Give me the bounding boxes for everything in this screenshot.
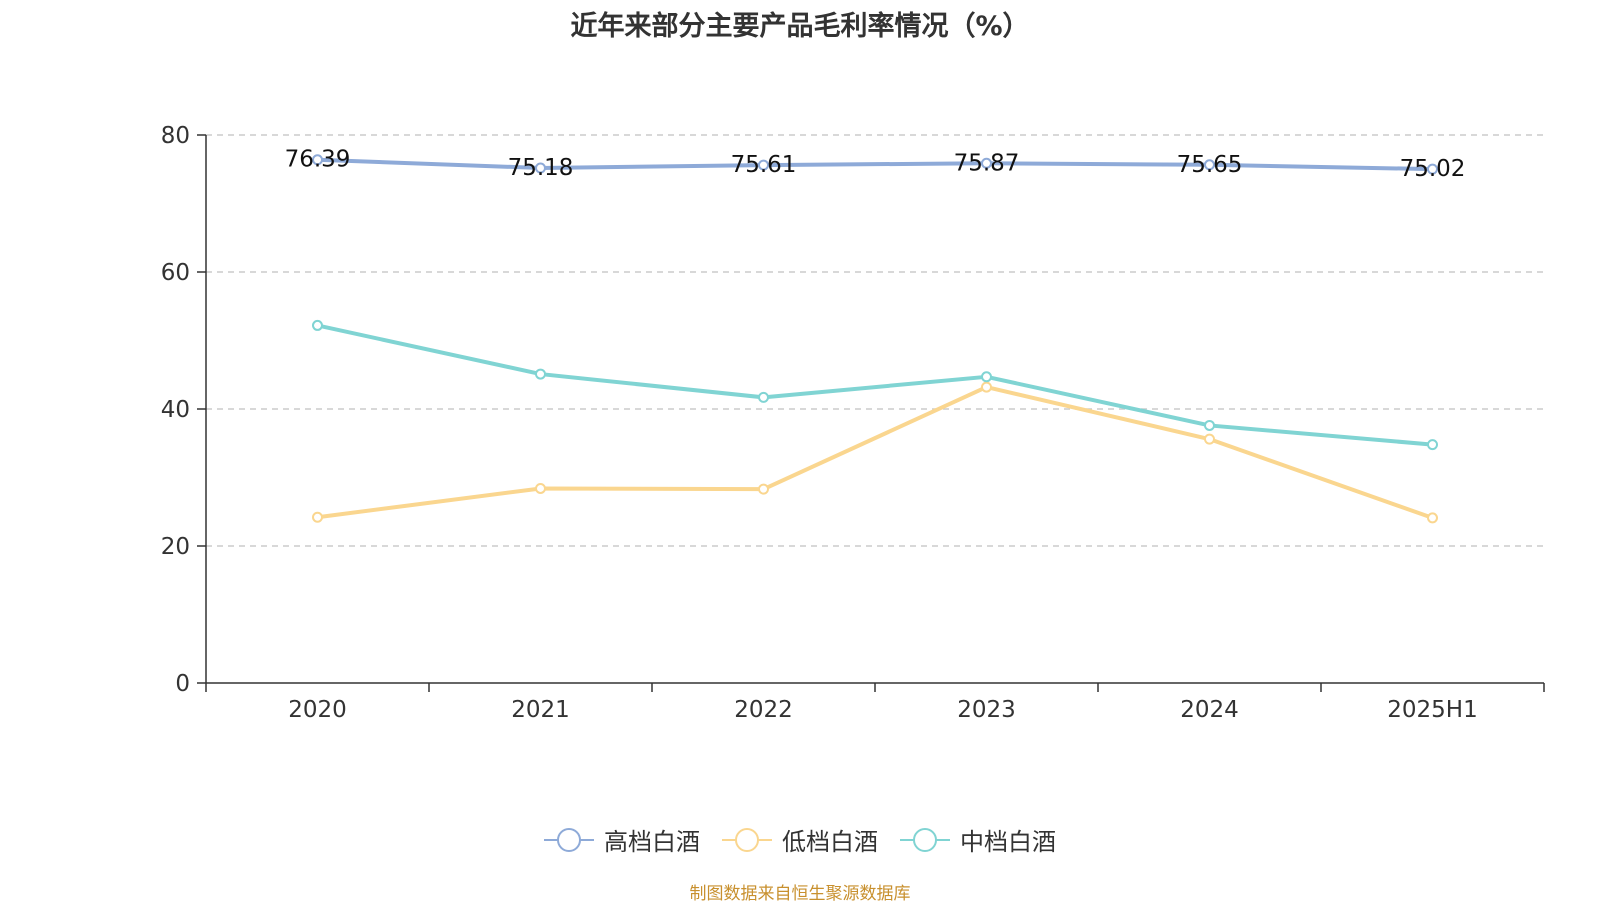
series-line (315, 323, 1435, 447)
data-point (1204, 419, 1215, 431)
x-tick-label: 2025H1 (1387, 697, 1477, 723)
x-tick-label: 2021 (511, 697, 570, 723)
legend-circle (735, 827, 759, 852)
y-tick-label: 80 (161, 123, 190, 149)
series-line (315, 157, 1435, 172)
data-label: 75.87 (954, 150, 1020, 176)
legend-marker-icon (544, 827, 594, 852)
data-point (312, 511, 323, 523)
x-tick-label: 2020 (288, 697, 347, 723)
y-tick-label: 0 (175, 671, 190, 697)
chart-title: 近年来部分主要产品毛利率情况（%） (570, 11, 1030, 42)
y-axis: 0 20 40 60 80 (161, 123, 207, 697)
series-line (315, 385, 1435, 520)
data-point (312, 319, 323, 331)
y-tick-label: 40 (161, 397, 190, 423)
data-label: 75.02 (1400, 156, 1466, 182)
data-point (981, 381, 992, 393)
x-tick-label: 2022 (734, 697, 793, 723)
data-point (1427, 439, 1438, 451)
legend-circle (557, 827, 581, 852)
y-tick-label: 60 (161, 260, 190, 286)
data-points (312, 154, 1438, 524)
legend-item[interactable]: 中档白酒 (900, 822, 1056, 857)
legend-label: 中档白酒 (960, 828, 1056, 856)
legend-item[interactable]: 高档白酒 (544, 822, 700, 857)
data-point (1204, 433, 1215, 445)
data-point (981, 371, 992, 383)
data-point (535, 162, 546, 174)
data-label: 76.39 (285, 147, 351, 173)
data-point (1204, 159, 1215, 171)
data-point (312, 154, 323, 166)
grid-lines (206, 134, 1544, 547)
legend: 高档白酒 低档白酒 中档白酒 (0, 822, 1600, 857)
x-tick-label: 2024 (1180, 697, 1239, 723)
data-point (758, 391, 769, 403)
series-lines (315, 157, 1435, 520)
source-note: 制图数据来自恒生聚源数据库 (689, 884, 911, 904)
data-point (758, 483, 769, 495)
legend-item[interactable]: 低档白酒 (722, 822, 878, 857)
legend-circle (913, 827, 937, 852)
legend-marker-icon (722, 827, 772, 852)
data-point (1427, 163, 1438, 175)
x-tick-label: 2023 (957, 697, 1016, 723)
data-label: 75.18 (508, 155, 574, 181)
data-label: 75.61 (731, 152, 797, 178)
data-point (758, 159, 769, 171)
data-point (535, 368, 546, 380)
data-label: 75.65 (1177, 152, 1243, 178)
legend-marker-icon (900, 827, 950, 852)
y-tick-label: 20 (161, 534, 190, 560)
data-labels: 76.39 75.18 75.61 75.87 75.65 75.02 (285, 147, 1466, 182)
data-point (535, 482, 546, 494)
data-point (981, 157, 992, 169)
x-axis: 2020 2021 2022 2023 2024 2025H1 (205, 682, 1545, 723)
legend-label: 高档白酒 (604, 828, 700, 856)
data-point (1427, 512, 1438, 524)
legend-label: 低档白酒 (782, 828, 878, 856)
